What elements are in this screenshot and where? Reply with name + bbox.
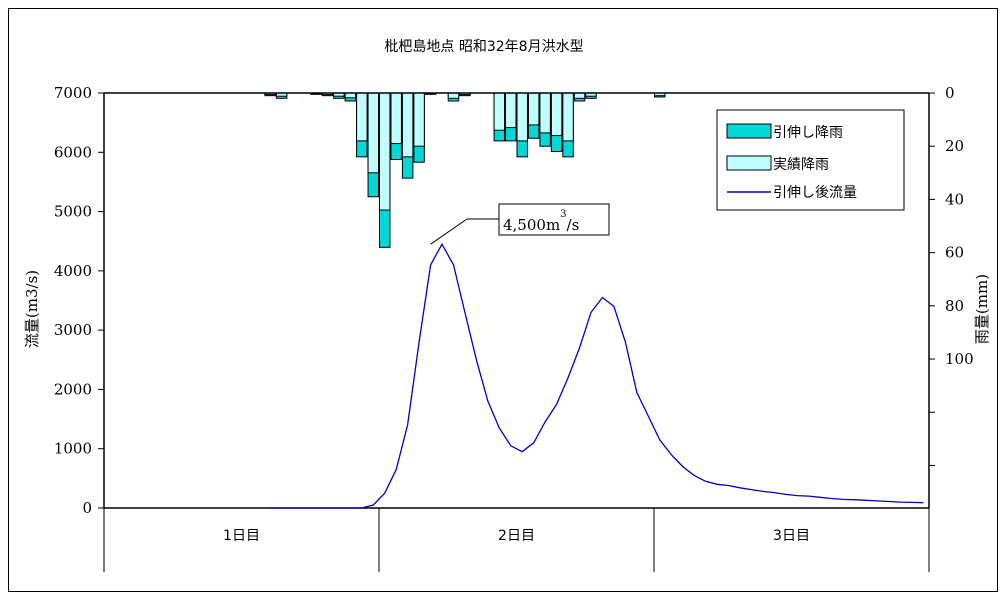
actual-rain-bar [527,92,540,126]
legend: 引伸し降雨 実績降雨 引伸し後流量 [716,109,905,211]
annotation-value: 4,500m3/s [503,209,579,234]
actual-rain-bar [562,92,574,142]
actual-rain-bar [413,92,425,147]
left-tick-label: 2000 [54,380,92,398]
flow-line [270,242,924,509]
day-label: 3日目 [773,528,810,544]
chart-frame: 枇杷島地点 昭和32年8月洪水型 流量(m3/s) 雨量(mm) 0 1000 20… [8,8,998,592]
left-axis-label: 流量(m3/s) [23,270,41,348]
legend-label-flow: 引伸し後流量 [773,185,857,201]
actual-rain-bar [573,92,586,99]
day-label: 1日目 [223,528,260,544]
legend-swatch-actual-rain [726,155,772,171]
right-tick-label: 100 [945,350,974,368]
actual-rain-bar [516,92,528,142]
legend-label-actual-rain: 実績降雨 [773,157,829,173]
actual-rain-bar [401,92,414,158]
left-tick-label: 7000 [54,84,92,102]
actual-rain-bar [505,92,517,129]
chart-canvas: 枇杷島地点 昭和32年8月洪水型 流量(m3/s) 雨量(mm) 0100020… [23,39,991,572]
annotation-box [498,203,610,236]
axes [98,92,935,572]
rain-bars [264,92,666,248]
actual-rain-bar [539,92,551,134]
right-tick-label: 40 [945,190,964,208]
left-tick-label: 5000 [54,203,92,221]
day-label: 2日目 [498,528,535,544]
right-tick-label: 80 [945,297,964,315]
actual-rain-bar [447,92,460,99]
right-axis-label: 雨量(mm) [973,274,991,344]
chart-title: 枇杷島地点 昭和32年8月洪水型 [384,39,583,55]
right-tick-label: 0 [945,84,955,102]
actual-rain-bar [379,92,391,211]
left-tick-label: 3000 [54,321,92,339]
left-tick-label: 1000 [54,440,92,458]
actual-rain-bar [356,92,368,142]
legend-label-stretched-rain: 引伸し降雨 [773,125,843,141]
tick-labels: 0 1000 2000 3000 4000 5000 6000 7000 0 20 40 60 80 10… [54,84,974,544]
annotation-leader [430,218,468,245]
peak-annotation: 4,500m3/s [430,203,610,245]
actual-rain-bar [390,92,402,145]
left-tick-label: 4000 [54,262,92,280]
left-tick-label: 6000 [54,143,92,161]
actual-rain-bar [550,92,563,137]
left-tick-label: 0 [82,499,92,517]
right-tick-label: 20 [945,137,964,155]
right-tick-label: 60 [945,244,964,262]
legend-swatch-stretched-rain [726,123,772,139]
actual-rain-bar [367,92,379,174]
actual-rain-bar [493,92,506,131]
